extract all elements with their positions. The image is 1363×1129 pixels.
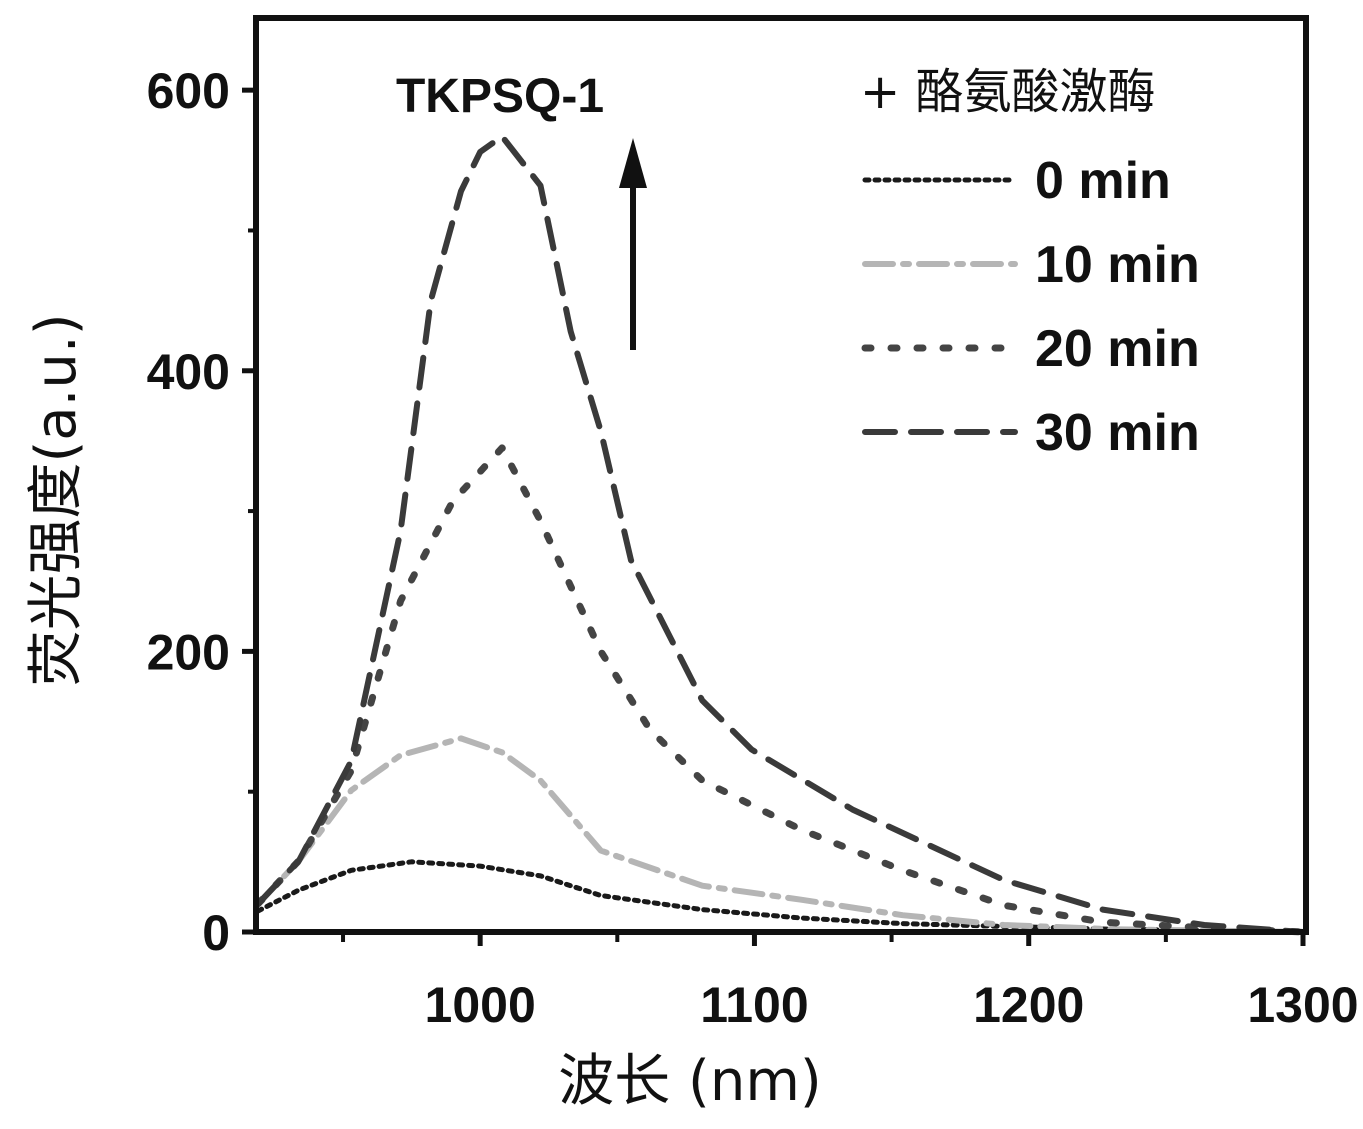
increase-arrow-icon xyxy=(619,138,647,350)
legend-label: 0 min xyxy=(1035,152,1171,210)
y-tick-label: 600 xyxy=(147,63,230,119)
x-tick-label: 1100 xyxy=(700,977,808,1033)
y-tick-label: 0 xyxy=(202,905,230,961)
x-tick-label: 1300 xyxy=(1247,977,1358,1033)
legend-label: 10 min xyxy=(1035,236,1200,294)
plot-frame xyxy=(253,15,1309,935)
legend-label: 30 min xyxy=(1035,404,1200,462)
legend-title: + 酪氨酸激酶 xyxy=(860,64,1155,120)
x-axis-label: 波长 (nm) xyxy=(558,1049,822,1114)
y-tick-label: 400 xyxy=(147,344,230,400)
series-line-10-min xyxy=(255,735,1306,935)
x-tick-label: 1200 xyxy=(973,977,1084,1033)
x-tick-label: 1000 xyxy=(425,977,536,1033)
series-line-20-min xyxy=(254,444,1307,936)
chart-title: TKPSQ-1 xyxy=(396,70,604,123)
series-line-30-min xyxy=(255,133,1306,935)
y-axis-label: 荧光强度(a.u.) xyxy=(24,313,89,686)
y-tick-label: 200 xyxy=(147,624,230,680)
legend-label: 20 min xyxy=(1035,320,1200,378)
